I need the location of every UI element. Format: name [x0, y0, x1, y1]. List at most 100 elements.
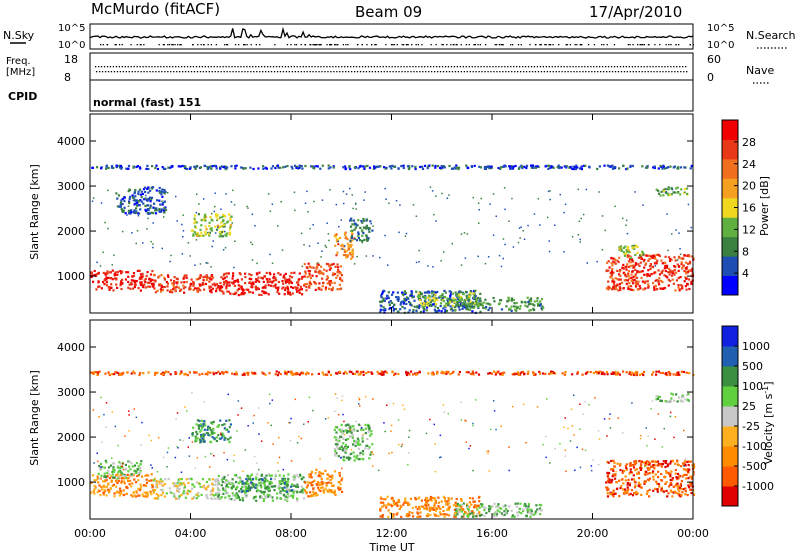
- data-cell: [400, 515, 403, 518]
- data-cell: [297, 475, 300, 479]
- data-cell: [676, 186, 679, 189]
- data-cell: [231, 478, 234, 481]
- data-cell: [205, 480, 208, 484]
- data-cell: [300, 489, 303, 492]
- data-cell: [290, 276, 294, 279]
- data-cell: [625, 224, 627, 226]
- data-cell: [381, 292, 384, 296]
- data-cell: [333, 428, 336, 431]
- frequency-dot: [311, 66, 313, 68]
- data-cell: [342, 430, 345, 433]
- noise-sky-label: N.Sky: [3, 29, 35, 42]
- data-cell: [572, 168, 575, 171]
- data-cell: [630, 279, 633, 283]
- data-cell: [272, 276, 275, 279]
- data-cell: [336, 263, 339, 266]
- data-cell: [224, 165, 227, 168]
- noise-search-dot: [473, 44, 475, 46]
- data-cell: [319, 272, 322, 275]
- data-cell: [392, 308, 396, 311]
- data-cell: [646, 280, 649, 283]
- data-cell: [117, 470, 121, 473]
- data-cell: [208, 285, 211, 288]
- noise-search-dot: [345, 44, 347, 46]
- data-cell: [188, 286, 191, 289]
- data-cell: [110, 286, 113, 289]
- data-cell: [531, 303, 534, 306]
- data-cell: [170, 289, 173, 292]
- data-cell: [514, 502, 517, 505]
- data-cell: [160, 494, 163, 497]
- data-cell: [129, 212, 132, 215]
- nave-dot: [626, 71, 628, 73]
- frequency-dot: [542, 66, 544, 68]
- data-cell: [108, 476, 111, 480]
- data-cell: [139, 487, 142, 490]
- data-cell: [265, 496, 268, 499]
- data-cell: [559, 193, 561, 196]
- data-cell: [440, 165, 443, 168]
- noise-search-dot: [158, 44, 160, 46]
- data-cell: [351, 252, 355, 255]
- data-cell: [276, 492, 279, 495]
- data-cell: [491, 505, 494, 508]
- data-cell: [612, 282, 616, 285]
- data-cell: [456, 502, 459, 506]
- data-cell: [300, 478, 303, 481]
- data-cell: [554, 224, 556, 226]
- data-cell: [329, 373, 333, 376]
- data-cell: [667, 256, 671, 259]
- data-cell: [203, 433, 206, 436]
- data-cell: [177, 487, 180, 491]
- data-cell: [439, 513, 442, 516]
- data-cell: [440, 167, 443, 170]
- data-cell: [105, 278, 108, 281]
- data-cell: [474, 289, 477, 292]
- data-cell: [146, 492, 149, 495]
- noise-search-dot: [627, 44, 629, 46]
- data-cell: [527, 505, 530, 508]
- data-cell: [126, 473, 129, 476]
- data-cell: [219, 281, 222, 285]
- data-cell: [125, 485, 128, 488]
- data-cell: [467, 371, 470, 374]
- data-cell: [426, 500, 429, 503]
- data-cell: [291, 489, 294, 492]
- data-cell: [539, 508, 542, 511]
- data-cell: [102, 251, 104, 254]
- data-cell: [93, 370, 96, 374]
- data-cell: [194, 264, 196, 266]
- data-cell: [154, 372, 157, 375]
- data-cell: [684, 191, 686, 193]
- data-cell: [647, 259, 650, 262]
- data-cell: [253, 496, 256, 499]
- data-cell: [392, 513, 395, 516]
- data-cell: [635, 373, 639, 376]
- frequency-dot: [98, 66, 100, 68]
- data-cell: [437, 515, 440, 518]
- data-cell: [166, 192, 169, 194]
- noise-search-dot: [401, 44, 403, 46]
- data-cell: [331, 477, 334, 480]
- data-cell: [614, 262, 617, 265]
- nave-dot: [223, 71, 225, 73]
- data-cell: [582, 164, 585, 167]
- data-cell: [261, 277, 264, 280]
- data-cell: [382, 501, 385, 504]
- data-cell: [165, 280, 168, 284]
- data-cell: [433, 213, 435, 216]
- data-cell: [336, 447, 339, 450]
- data-cell: [155, 497, 158, 500]
- data-cell: [651, 265, 655, 268]
- data-cell: [290, 281, 294, 284]
- data-cell: [571, 167, 574, 170]
- data-cell: [470, 503, 473, 506]
- data-cell: [541, 372, 545, 375]
- data-cell: [205, 274, 208, 277]
- data-cell: [284, 483, 287, 486]
- frequency-dot: [513, 66, 515, 68]
- data-cell: [539, 513, 542, 516]
- data-cell: [362, 219, 365, 222]
- data-cell: [451, 371, 454, 375]
- data-cell: [125, 492, 128, 495]
